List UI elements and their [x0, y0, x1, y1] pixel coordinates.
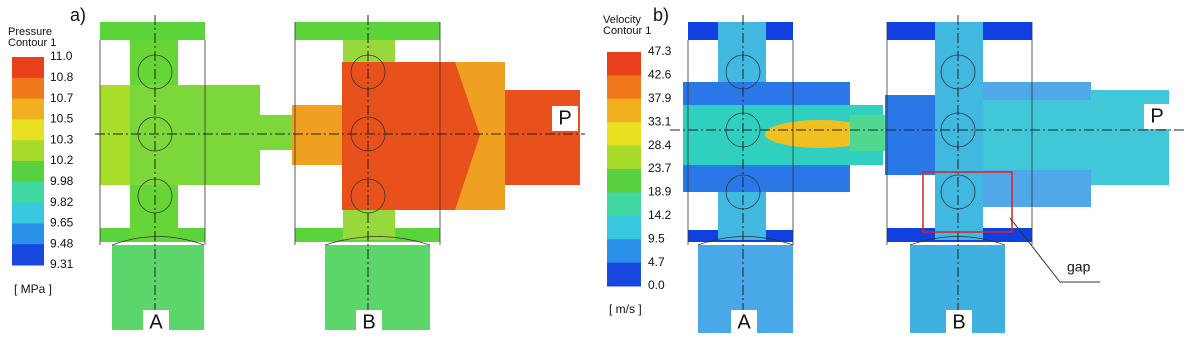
colorbar-band	[12, 77, 44, 100]
body	[100, 85, 130, 185]
body	[983, 100, 1091, 170]
colorbar-band	[12, 202, 44, 224]
label-bg	[1144, 104, 1170, 129]
velocity-contour	[670, 15, 1185, 335]
colorbar-label: 28.4	[648, 138, 672, 152]
body	[455, 62, 505, 210]
body	[292, 105, 342, 165]
cap	[100, 22, 205, 40]
colorbar-label: 37.9	[648, 91, 672, 105]
port-label: A	[737, 311, 751, 333]
colorbar-label: 0.0	[648, 278, 665, 292]
colorbar-label: 9.65	[50, 216, 74, 230]
port-label: P	[1150, 105, 1163, 127]
outline	[111, 236, 431, 246]
colorbar-label: 10.7	[50, 91, 74, 105]
colorbar-band	[12, 119, 44, 141]
colorbar-label: 23.7	[648, 161, 672, 175]
colorbar-band	[12, 223, 44, 245]
colorbar-band	[607, 215, 641, 240]
colorbar-band	[607, 239, 641, 264]
unit-label: [ MPa ]	[14, 282, 52, 296]
colorbar-label: 9.5	[648, 231, 665, 245]
colorbar-band	[12, 98, 44, 120]
port-label: B	[362, 311, 375, 333]
colorbar-band	[607, 122, 641, 147]
panel-label: a)	[70, 5, 86, 25]
leader-line	[1009, 217, 1100, 283]
colorbar-band	[607, 262, 641, 287]
label-bg	[143, 310, 169, 335]
panel-label: b)	[653, 5, 669, 25]
colorbar-label: 47.3	[648, 44, 672, 58]
colorbar-label: 14.2	[648, 208, 672, 222]
colorbar-label: 18.9	[648, 185, 672, 199]
label-bg	[731, 310, 757, 335]
colorbar-band	[12, 161, 44, 183]
colorbar-label: 9.31	[50, 257, 74, 271]
colorbar-band	[607, 75, 641, 100]
port-label: B	[952, 311, 965, 333]
colorbar-label: 4.7	[648, 255, 665, 269]
colorbar-band	[607, 98, 641, 123]
colorbar-label: 42.6	[648, 68, 672, 82]
colorbar-band	[607, 192, 641, 217]
jet	[765, 120, 875, 148]
label-bg	[552, 106, 578, 131]
pipe	[260, 115, 292, 150]
legend-title: Contour 1	[603, 25, 651, 37]
colorbar-band	[12, 181, 44, 204]
colorbar-label: 9.48	[50, 236, 74, 250]
body	[885, 95, 935, 175]
colorbar-band	[12, 57, 44, 79]
legend-title: Contour 1	[8, 37, 56, 49]
colorbar-band	[12, 140, 44, 162]
cap	[295, 22, 440, 40]
colorbar-band	[607, 145, 641, 170]
colorbar-label: 33.1	[648, 114, 672, 128]
colorbar-band	[12, 244, 44, 266]
annotation: gap	[1067, 259, 1091, 275]
colorbar-label: 10.8	[50, 70, 74, 84]
label-bg	[356, 310, 382, 335]
colorbar-band	[607, 169, 641, 193]
colorbar-label: 10.2	[50, 153, 74, 167]
unit-label: [ m/s ]	[609, 302, 642, 316]
pressure-contour	[95, 15, 585, 335]
pipe	[850, 115, 885, 151]
colorbar-label: 10.5	[50, 112, 74, 126]
highlight-box	[922, 171, 1013, 233]
colorbar-label: 9.98	[50, 174, 74, 188]
colorbar-band	[607, 52, 641, 76]
legend-title: Pressure	[8, 26, 52, 38]
label-bg	[946, 310, 972, 335]
port-label: A	[149, 311, 163, 333]
colorbar-label: 11.0	[50, 49, 73, 63]
port-label: P	[558, 107, 571, 129]
legend-title: Velocity	[603, 14, 641, 26]
colorbar-label: 10.3	[50, 132, 74, 146]
outlet	[505, 90, 580, 185]
colorbar-label: 9.82	[50, 195, 74, 209]
